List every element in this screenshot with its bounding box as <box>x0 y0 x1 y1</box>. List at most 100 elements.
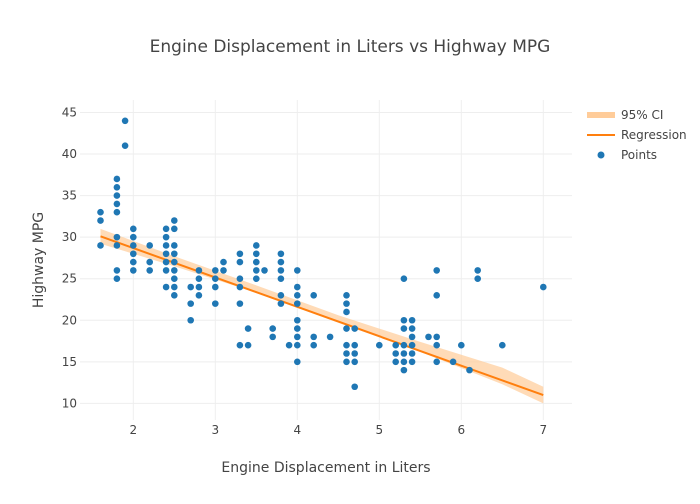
scatter-point <box>466 366 473 374</box>
scatter-point <box>130 267 137 274</box>
scatter-point <box>400 341 408 349</box>
scatter-point <box>294 292 301 299</box>
scatter-point <box>146 242 153 249</box>
scatter-point <box>130 250 137 258</box>
scatter-point <box>252 242 260 249</box>
scatter-point <box>195 267 203 274</box>
scatter-point <box>540 283 547 291</box>
scatter-point <box>294 358 301 366</box>
scatter-point <box>244 341 252 349</box>
scatter-point <box>294 333 301 341</box>
legend-item[interactable]: Regression <box>587 128 687 142</box>
x-tick-label: 7 <box>539 423 547 437</box>
scatter-point <box>113 175 121 183</box>
scatter-point <box>310 333 318 341</box>
scatter-point <box>212 300 219 307</box>
scatter-point <box>236 300 244 307</box>
y-tick-label: 40 <box>62 147 77 161</box>
scatter-point <box>408 350 416 357</box>
legend-item[interactable]: Points <box>597 148 658 162</box>
scatter-point <box>113 208 121 216</box>
scatter-point <box>113 233 121 241</box>
scatter-point <box>408 325 416 332</box>
scatter-point <box>343 308 350 316</box>
scatter-point <box>162 258 170 266</box>
scatter-point <box>261 267 268 274</box>
scatter-point <box>171 267 178 274</box>
y-axis-label: Highway MPG <box>31 212 47 308</box>
scatter-point <box>343 358 350 366</box>
y-tick-label: 20 <box>62 313 77 327</box>
scatter-point <box>392 358 400 366</box>
scatter-point <box>351 325 359 332</box>
scatter-point <box>433 333 441 341</box>
y-axis-ticks: 10 15 20 25 30 35 40 45 <box>62 105 77 410</box>
scatter-point <box>425 333 432 341</box>
y-tick-label: 10 <box>62 396 77 410</box>
scatter-point <box>195 292 203 299</box>
x-axis-ticks: 2 3 4 5 6 7 <box>129 423 547 437</box>
scatter-point <box>187 316 194 324</box>
legend-label: Regression <box>621 128 687 142</box>
scatter-point <box>236 283 244 291</box>
legend-label: Points <box>621 148 657 162</box>
scatter-point <box>113 275 121 283</box>
scatter-point <box>351 383 359 391</box>
scatter-point <box>351 358 359 366</box>
scatter-point <box>285 341 293 349</box>
scatter-point <box>162 283 170 291</box>
scatter-point <box>392 350 400 357</box>
scatter-point <box>162 233 170 241</box>
scatter-point <box>252 275 260 283</box>
x-tick-label: 6 <box>457 423 465 437</box>
scatter-point <box>97 242 104 249</box>
scatter-point <box>146 258 153 266</box>
scatter-point <box>252 258 260 266</box>
legend-item[interactable]: 95% CI <box>587 108 663 122</box>
scatter-point <box>162 250 170 258</box>
scatter-point <box>212 267 219 274</box>
scatter-point <box>252 267 260 274</box>
x-tick-label: 5 <box>375 423 383 437</box>
y-tick-label: 30 <box>62 230 77 244</box>
scatter-point <box>343 325 350 332</box>
scatter-point <box>97 208 104 216</box>
y-tick-label: 25 <box>62 272 77 286</box>
scatter-point <box>294 283 301 291</box>
scatter-point <box>294 316 301 324</box>
scatter-point <box>121 117 129 125</box>
scatter-point <box>474 267 482 274</box>
scatter-point <box>195 283 203 291</box>
scatter-point <box>97 217 104 224</box>
scatter-point <box>294 267 301 274</box>
scatter-point <box>433 358 441 366</box>
grid <box>80 100 572 420</box>
legend[interactable]: 95% CI Regression Points <box>587 108 687 162</box>
scatter-point <box>400 316 408 324</box>
scatter-point <box>474 275 482 283</box>
scatter-point <box>171 283 178 291</box>
x-tick-label: 3 <box>211 423 219 437</box>
scatter-point <box>400 275 408 283</box>
scatter-point <box>236 250 244 258</box>
scatter-point <box>269 333 277 341</box>
scatter-point <box>408 341 416 349</box>
scatter-point <box>171 225 178 233</box>
scatter-point <box>220 258 227 266</box>
x-tick-label: 2 <box>129 423 137 437</box>
legend-label: 95% CI <box>621 108 663 122</box>
scatter-point <box>400 366 408 374</box>
scatter-point <box>171 258 178 266</box>
scatter-point <box>294 300 301 307</box>
scatter-point <box>195 275 203 283</box>
scatter-point <box>408 358 416 366</box>
scatter-point <box>326 333 334 341</box>
scatter-point <box>162 267 170 274</box>
scatter-point <box>236 275 244 283</box>
scatter-point <box>310 292 318 299</box>
scatter-point <box>433 341 441 349</box>
scatter-point <box>212 275 219 283</box>
scatter-point <box>277 267 285 274</box>
